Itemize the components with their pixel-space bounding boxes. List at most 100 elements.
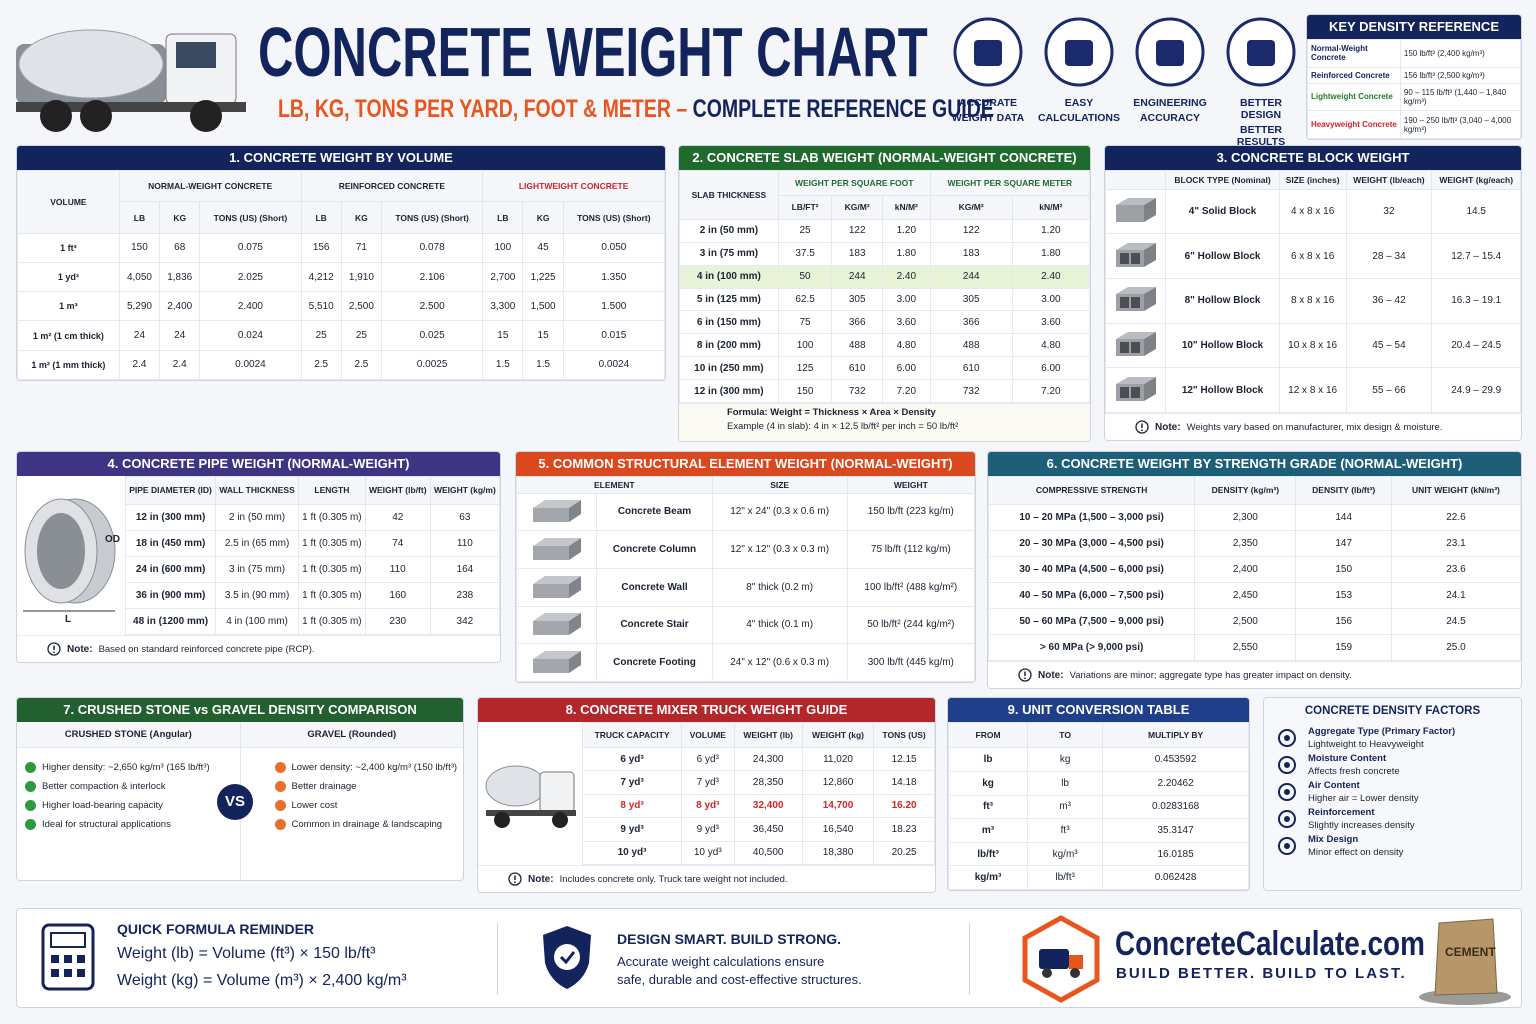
bullet-icon bbox=[25, 800, 36, 811]
table-row: 8 yd³ 8 yd³ 32,400 14,700 16.20 bbox=[581, 793, 935, 819]
factor-desc: Affects fresh concrete bbox=[1308, 766, 1400, 777]
section: KEY DENSITY REFERENCE Normal-Weight Concr… bbox=[1306, 14, 1522, 140]
cell: 3 in (75 mm) bbox=[679, 241, 779, 266]
factor: Mix Design Minor effect on density bbox=[1276, 834, 1521, 858]
cell: 20.4 – 24.5 bbox=[1431, 322, 1521, 369]
column-header: WEIGHT PER SQUARE FOOT bbox=[777, 170, 931, 196]
cell-image bbox=[1105, 188, 1167, 235]
graphic bbox=[51, 969, 59, 977]
cell: m³ bbox=[948, 818, 1029, 843]
table-wrap: PIPE DIAMETER (ID) WALL THICKNESS LENGTH WE… bbox=[124, 476, 500, 636]
table-row: 10 – 20 MPa (1,500 – 3,000 psi) 2,300 144 2… bbox=[988, 503, 1521, 531]
cell: 68 bbox=[159, 232, 201, 263]
cell: 1 yd³ bbox=[17, 261, 120, 293]
cell: 24,300 bbox=[733, 747, 803, 772]
table-row: 6 in (150 mm) 75 366 3.60 366 3.60 bbox=[679, 310, 1090, 335]
info-icon bbox=[47, 642, 61, 656]
graphic bbox=[1135, 420, 1149, 434]
cell: 18.23 bbox=[873, 817, 935, 842]
section-title: 1. CONCRETE WEIGHT BY VOLUME bbox=[17, 146, 665, 170]
diagram-label: OD bbox=[105, 534, 120, 545]
column-header: MULTIPLY BY bbox=[1102, 721, 1249, 749]
column-header: WEIGHT bbox=[846, 476, 975, 494]
cell: lb/ft³ bbox=[1027, 865, 1104, 890]
cell: 0.025 bbox=[381, 320, 484, 351]
bullet-icon bbox=[274, 781, 286, 792]
cell: 18,380 bbox=[801, 840, 875, 866]
cell: 244 bbox=[929, 264, 1013, 289]
cell: 244 bbox=[831, 264, 883, 289]
section: 8. CONCRETE MIXER TRUCK WEIGHT GUIDE TRUC… bbox=[477, 697, 936, 893]
cell: 1 ft (0.305 m) bbox=[297, 503, 366, 531]
cell: 24" x 12" (0.6 x 0.3 m) bbox=[711, 643, 848, 682]
graphic bbox=[1143, 197, 1156, 222]
graphic bbox=[1130, 386, 1140, 398]
graphic bbox=[77, 955, 85, 963]
column-header: NORMAL-WEIGHT CONCRETE bbox=[118, 169, 302, 203]
table-row: kg/m³ lb/ft³ 0.062428 bbox=[948, 865, 1249, 890]
badge: BETTER DESIGN BETTER RESULTS bbox=[1219, 16, 1303, 148]
cell: kg/m³ bbox=[1027, 841, 1104, 867]
cell: 20 – 30 MPa (3,000 – 4,500 psi) bbox=[988, 529, 1196, 557]
graphic bbox=[532, 651, 581, 660]
table-row: Lightweight Concrete 90 – 115 lb/ft³ (1,4… bbox=[1307, 82, 1521, 112]
table-row: 4" Solid Block 4 x 8 x 16 32 14.5 bbox=[1105, 188, 1521, 235]
graphic bbox=[1018, 668, 1032, 682]
note-text: Includes concrete only. Truck tare weigh… bbox=[559, 873, 788, 885]
graphic bbox=[25, 819, 36, 830]
graphic bbox=[25, 762, 36, 773]
cell: 160 bbox=[364, 581, 431, 609]
cell: 32,400 bbox=[733, 793, 803, 819]
graphic bbox=[1143, 331, 1156, 356]
graphic bbox=[1065, 40, 1093, 66]
table-row: 24 in (600 mm) 3 in (75 mm) 1 ft (0.305 m)… bbox=[124, 555, 500, 583]
cell: 22.6 bbox=[1390, 503, 1521, 531]
cell: 25.0 bbox=[1390, 633, 1521, 662]
graphic bbox=[1115, 204, 1144, 222]
column-header: TONS (US) (Short) bbox=[381, 201, 484, 234]
element-image bbox=[532, 575, 581, 598]
table-row: 9 yd³ 9 yd³ 36,450 16,540 18.23 bbox=[581, 817, 935, 842]
header-row: FROM TO MULTIPLY BY bbox=[948, 721, 1249, 749]
graphic bbox=[486, 809, 576, 816]
cell: 71 bbox=[340, 232, 383, 263]
cell: 1,225 bbox=[522, 261, 564, 293]
graphic bbox=[80, 100, 112, 132]
table-row: 10 in (250 mm) 125 610 6.00 610 6.00 bbox=[679, 356, 1090, 381]
cell: 36 in (900 mm) bbox=[124, 581, 217, 609]
section: 9. UNIT CONVERSION TABLE FROM TO MULTIPLY B… bbox=[947, 697, 1250, 891]
column-header: TRUCK CAPACITY bbox=[581, 721, 683, 749]
formula: Formula: Weight = Thickness × Area × Den… bbox=[679, 403, 1090, 441]
badge: EASY CALCULATIONS bbox=[1037, 16, 1121, 124]
graphic bbox=[274, 781, 286, 792]
graphic bbox=[559, 951, 576, 965]
cell: 55 – 66 bbox=[1345, 367, 1433, 413]
graphic bbox=[47, 642, 61, 656]
compare-item: Common in drainage & landscaping bbox=[274, 819, 464, 830]
table-row: Heavyweight Concrete 190 – 250 lb/ft³ (3,… bbox=[1307, 110, 1521, 139]
data-table: VOLUME NORMAL-WEIGHT CONCRETE REINFORCED C… bbox=[17, 169, 665, 380]
table-row: 1 m² (1 cm thick) 24 24 0.024 25 25 0.025 15 15 0… bbox=[17, 320, 665, 351]
cell: 2,550 bbox=[1194, 633, 1297, 662]
cell: 4 in (100 mm) bbox=[679, 264, 779, 289]
graphic bbox=[1143, 242, 1156, 267]
cell: 1 ft (0.305 m) bbox=[297, 607, 366, 636]
slogan-line: safe, durable and cost-effective structu… bbox=[617, 972, 862, 987]
cell: 156 bbox=[1295, 607, 1392, 635]
graphic bbox=[37, 513, 85, 589]
cell: 150 bbox=[777, 379, 833, 403]
cell: 3.00 bbox=[1011, 287, 1090, 312]
column-header: WEIGHT (kg) bbox=[801, 721, 875, 749]
data-table: PIPE DIAMETER (ID) WALL THICKNESS LENGTH WE… bbox=[124, 476, 500, 636]
element-image bbox=[532, 538, 581, 561]
column-header: VOLUME bbox=[681, 721, 735, 749]
factor: Reinforcement Slightly increases density bbox=[1276, 807, 1521, 831]
column-header: kN/M² bbox=[1011, 194, 1090, 220]
cell: 37.5 bbox=[777, 241, 833, 266]
header-row: VOLUME NORMAL-WEIGHT CONCRETE REINFORCED C… bbox=[17, 169, 665, 234]
cell: 190 – 250 lb/ft³ (3,040 – 4,000 kg/m³) bbox=[1399, 110, 1521, 139]
cell: 153 bbox=[1295, 581, 1392, 609]
cell: 6 yd³ bbox=[581, 747, 683, 772]
graphic bbox=[568, 651, 581, 674]
cell: 40 – 50 MPa (6,000 – 7,500 psi) bbox=[988, 581, 1196, 609]
